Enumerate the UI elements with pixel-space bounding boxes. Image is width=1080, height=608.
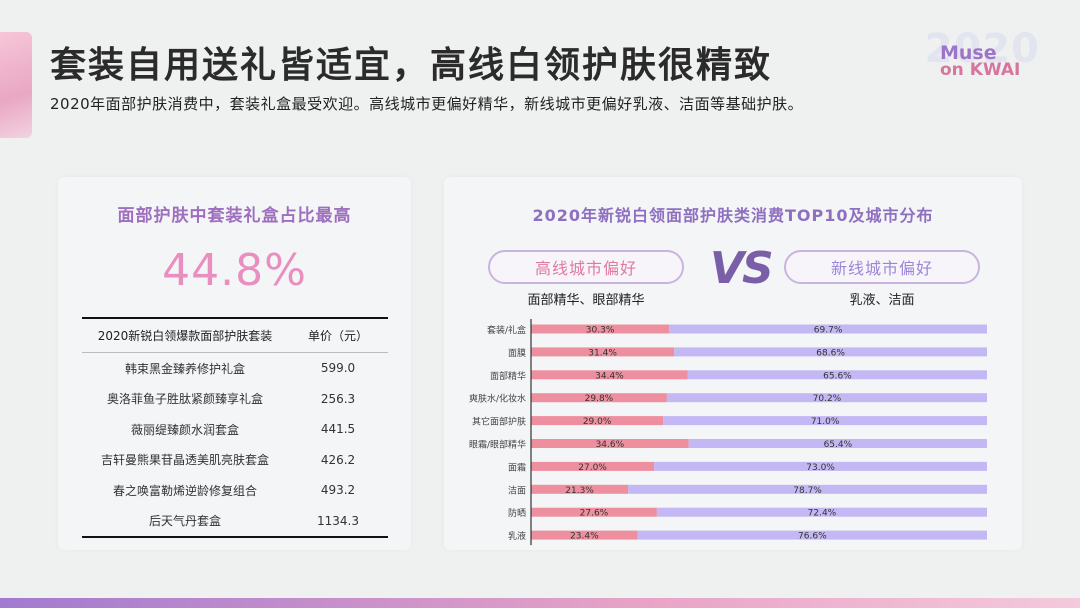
category-label: 防晒: [508, 507, 526, 519]
product-name: 奥洛菲鱼子胜肽紧颜臻享礼盒: [106, 392, 263, 407]
data-label-high-city: 34.6%: [596, 440, 625, 450]
data-label-new-city: 68.6%: [816, 348, 845, 358]
column-header-price: 单价（元）: [307, 329, 368, 343]
page-subtitle: 2020年面部护肤消费中，套装礼盒最受欢迎。高线城市更偏好精华，新线城市更偏好乳…: [50, 95, 804, 113]
category-label: 乳液: [508, 530, 526, 542]
category-label: 其它面部护肤: [472, 416, 526, 428]
product-price: 599.0: [320, 361, 356, 376]
bar-new-city: [663, 416, 987, 426]
table-row: 后天气丹套盒 1134.3: [82, 506, 388, 537]
bar-new-city: [628, 484, 987, 494]
bar-new-city: [637, 530, 987, 540]
data-label-new-city: 72.4%: [808, 509, 837, 519]
table-row: 奥洛菲鱼子胜肽紧颜臻享礼盒 256.3: [82, 384, 388, 415]
data-label-high-city: 34.4%: [595, 371, 624, 381]
bar-new-city: [654, 461, 987, 471]
product-name: 春之唤富勒烯逆龄修复组合: [112, 483, 257, 498]
product-price: 493.2: [320, 483, 356, 498]
chart-title: 2020年新锐白领面部护肤类消费TOP10及城市分布: [532, 206, 934, 225]
product-price: 441.5: [320, 422, 356, 437]
bar-high-city: [531, 530, 638, 540]
gift-set-title: 面部护肤中套装礼盒占比最高: [117, 206, 352, 226]
new-city-badge: 新线城市偏好: [784, 250, 980, 284]
category-label: 面霜: [508, 462, 526, 473]
bar-high-city: [531, 370, 688, 380]
bar-new-city: [656, 507, 987, 517]
bar-high-city: [531, 484, 629, 494]
data-label-new-city: 65.4%: [824, 440, 853, 450]
data-label-new-city: 65.6%: [823, 371, 852, 381]
product-name: 薇丽缇臻颜水润套盒: [130, 422, 239, 437]
product-price: 1134.3: [317, 513, 359, 528]
bar-new-city: [666, 393, 987, 403]
bar-high-city: [531, 347, 675, 357]
data-label-new-city: 73.0%: [806, 463, 835, 473]
category-label: 面膜: [508, 348, 526, 359]
bottom-accent-bar: [0, 598, 1080, 608]
vs-mark: VS: [710, 243, 774, 294]
high-city-badge: 高线城市偏好: [488, 250, 684, 284]
data-label-high-city: 31.4%: [588, 348, 617, 358]
bar-new-city: [674, 347, 987, 357]
table-row: 薇丽缇臻颜水润套盒 441.5: [82, 414, 388, 445]
category-label: 洁面: [508, 484, 526, 496]
bar-new-city: [687, 370, 987, 380]
category-label: 套装/礼盒: [487, 324, 526, 336]
gift-set-table: 2020新锐白领爆款面部护肤套装 单价（元） 韩束黑金臻养修护礼盒 599.0 …: [82, 317, 388, 538]
data-label-new-city: 69.7%: [814, 326, 843, 336]
data-label-new-city: 70.2%: [813, 394, 842, 404]
bar-new-city: [669, 324, 987, 334]
bar-high-city: [531, 393, 667, 403]
table-row: 韩束黑金臻养修护礼盒 599.0: [82, 353, 388, 384]
brand-line-2: on KWAI: [940, 60, 1021, 80]
product-name: 吉轩曼熊果苷晶透美肌亮肤套盒: [100, 453, 269, 468]
data-label-high-city: 29.8%: [585, 394, 614, 404]
stacked-bar-chart: 套装/礼盒 30.3% 69.7% 面膜 31.4% 68.6% 面部精华 34.4% 65.6…: [469, 319, 987, 546]
bar-high-city: [531, 439, 689, 448]
product-name: 后天气丹套盒: [148, 514, 221, 529]
data-label-high-city: 29.0%: [583, 417, 612, 427]
product-name: 韩束黑金臻养修护礼盒: [124, 361, 245, 376]
data-label-new-city: 71.0%: [811, 417, 840, 427]
brand-logo: 2020 Muse on KWAI: [925, 26, 1040, 80]
table-row: 吉轩曼熊果苷晶透美肌亮肤套盒 426.2: [82, 445, 388, 476]
page-title: 套装自用送礼皆适宜，高线白领护肤很精致: [50, 45, 773, 86]
table-row: 春之唤富勒烯逆龄修复组合 493.2: [82, 475, 388, 506]
gift-set-panel: 面部护肤中套装礼盒占比最高 44.8% 2020新锐白领爆款面部护肤套装 单价（…: [58, 177, 411, 550]
category-label: 面部精华: [490, 370, 526, 382]
top10-chart-panel: 2020年新锐白领面部护肤类消费TOP10及城市分布 高线城市偏好 VS 新线城…: [444, 177, 1022, 550]
column-header-name: 2020新锐白领爆款面部护肤套装: [97, 329, 273, 343]
data-label-new-city: 76.6%: [798, 532, 827, 542]
gift-set-share-value: 44.8%: [162, 245, 307, 296]
data-label-high-city: 21.3%: [565, 486, 594, 496]
brand-year: 2020: [924, 26, 1040, 72]
high-city-items: 面部精华、眼部精华: [527, 293, 645, 308]
category-label: 眼霜/眼部精华: [469, 439, 526, 451]
new-city-items: 乳液、洁面: [849, 293, 915, 308]
brand-line-1: Muse: [940, 42, 997, 64]
data-label-high-city: 30.3%: [586, 326, 615, 336]
data-label-high-city: 23.4%: [570, 532, 599, 542]
bar-high-city: [531, 324, 670, 334]
data-label-new-city: 78.7%: [793, 486, 822, 496]
category-label: 爽肤水/化妆水: [469, 393, 526, 405]
data-label-high-city: 27.6%: [580, 509, 609, 519]
product-price: 426.2: [320, 452, 356, 467]
bar-high-city: [531, 416, 664, 426]
bar-high-city: [531, 461, 655, 471]
product-price: 256.3: [320, 391, 356, 406]
table-header: 2020新锐白领爆款面部护肤套装 单价（元）: [82, 319, 388, 353]
corner-accent: [0, 32, 32, 138]
data-label-high-city: 27.0%: [578, 463, 607, 473]
bar-high-city: [531, 507, 657, 517]
bar-new-city: [688, 439, 987, 448]
